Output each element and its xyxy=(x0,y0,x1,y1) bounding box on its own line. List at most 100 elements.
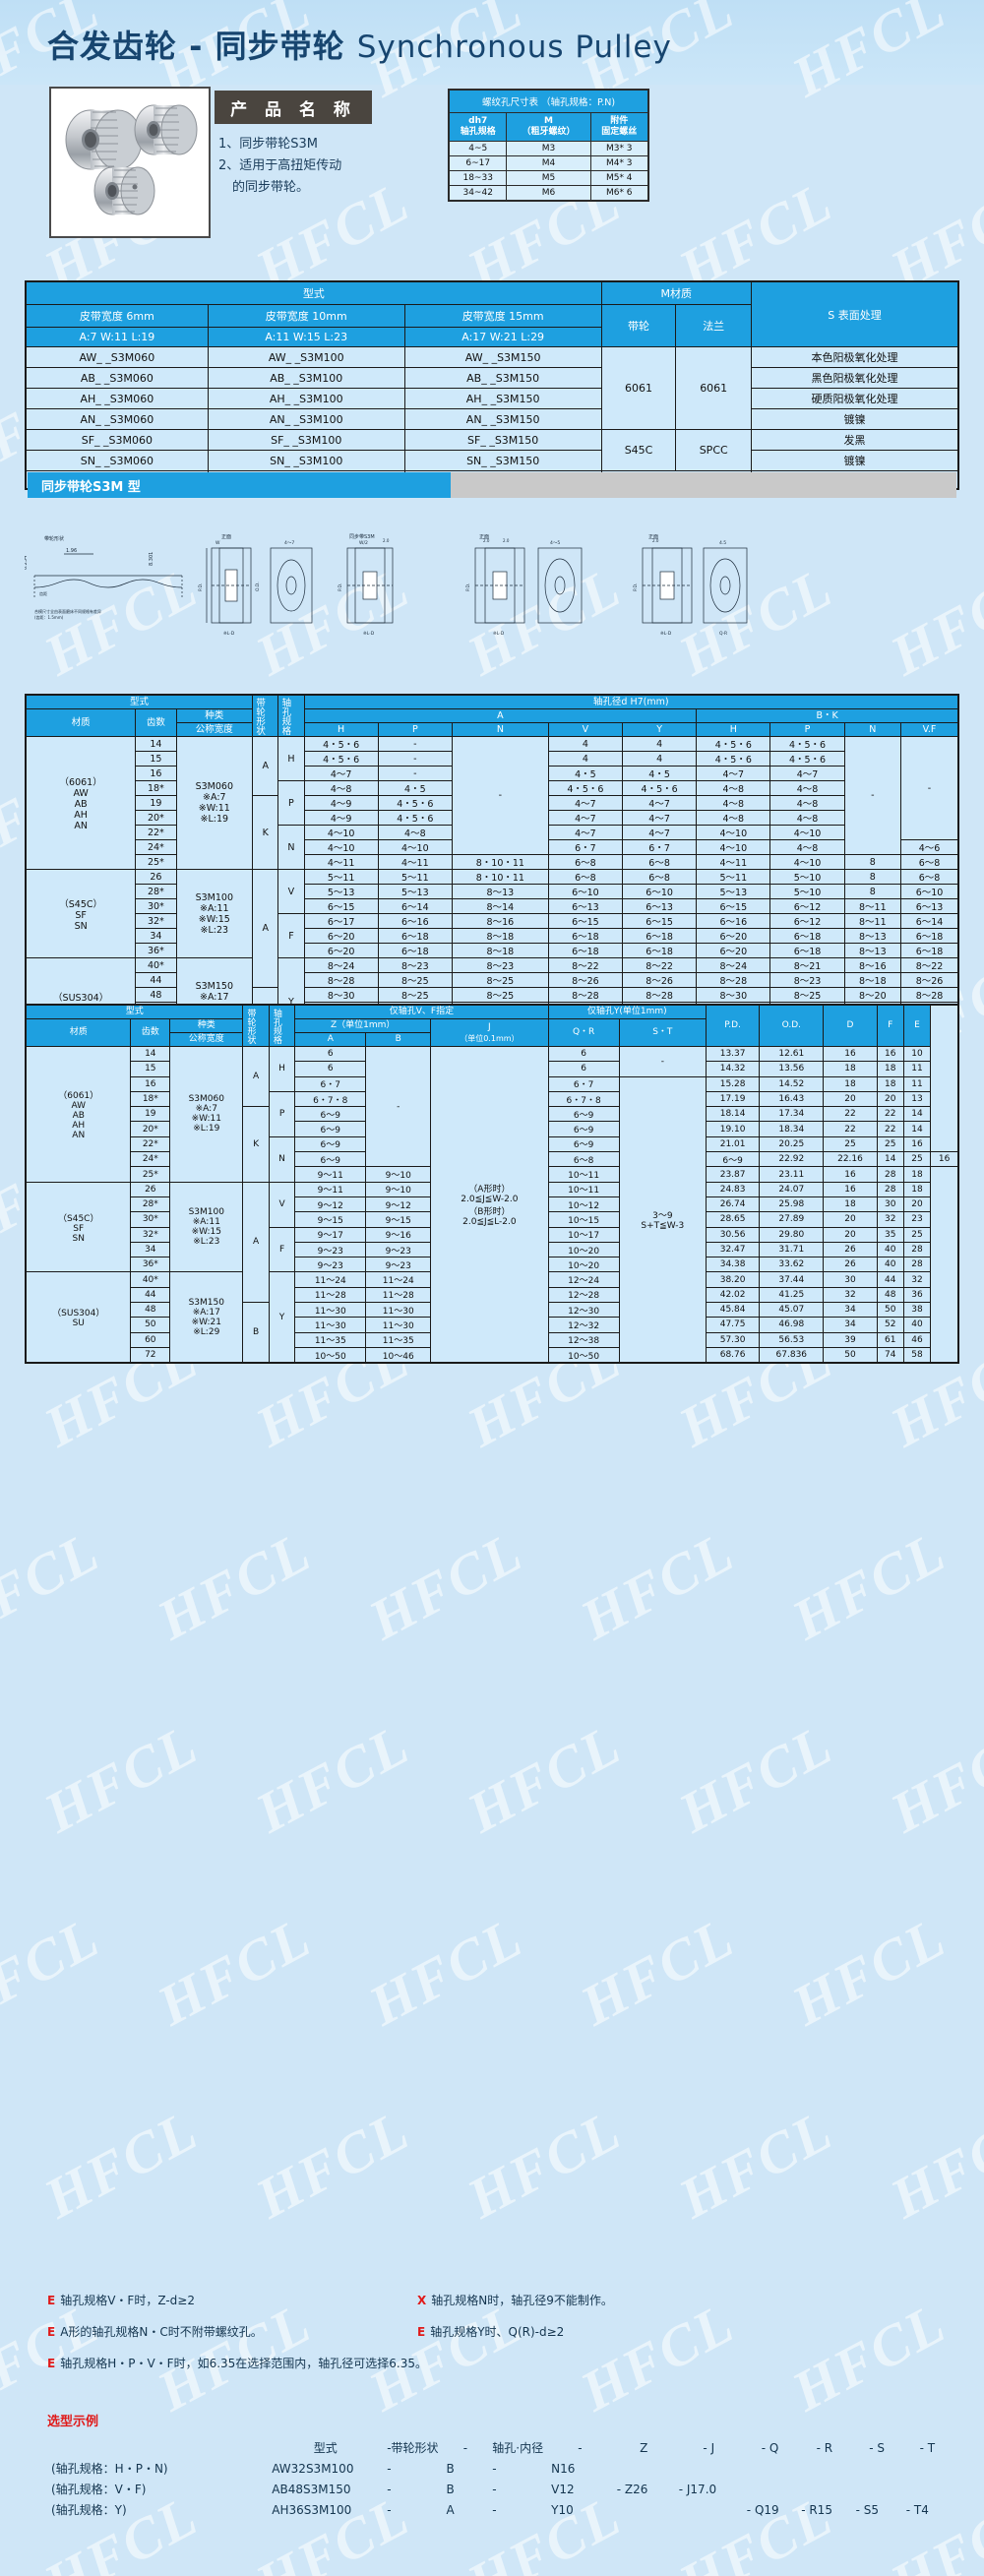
col-od: O.D. xyxy=(759,1004,825,1047)
bore-bk-vf: 6～8 xyxy=(900,854,959,870)
od-value: 13.56 xyxy=(759,1061,825,1077)
z-b: 11～30 xyxy=(365,1317,432,1333)
od-value: 27.89 xyxy=(759,1211,825,1228)
e-value: 18 xyxy=(902,1166,932,1183)
teeth-count: 16 xyxy=(130,1075,171,1092)
svg-text:1.96: 1.96 xyxy=(66,548,77,554)
z-a: 10～50 xyxy=(294,1346,367,1364)
watermark-text: HFCL xyxy=(358,1518,533,1653)
d-value: 14 xyxy=(876,1151,904,1168)
shape-group: K xyxy=(242,1106,270,1183)
material-flange: 6061 xyxy=(675,346,752,430)
bore-a-v: 4～7 xyxy=(547,810,624,826)
j-note: （A形时） 2.0≦J≦W-2.0 （B形时） 2.0≦J≦L-2.0 xyxy=(430,1046,549,1364)
page-title-cn: 合发齿轮 - 同步带轮 xyxy=(47,28,357,65)
e-value: 40 xyxy=(902,1317,932,1333)
group-bk: B・K xyxy=(696,708,959,723)
table-row: 60 11～35 11～35 12～38 57.30 56.53 39 61 46 xyxy=(26,1331,958,1348)
svg-text:O.D.: O.D. xyxy=(255,582,261,591)
selection-header-cell: - S xyxy=(869,2440,886,2455)
pd-value: 21.01 xyxy=(705,1135,761,1153)
bore-bk-p: 6～12 xyxy=(769,913,845,929)
bore-bk-p: 5～10 xyxy=(769,869,845,885)
bore-bk-h: 8～24 xyxy=(696,957,771,973)
teeth-count: 36* xyxy=(130,1257,171,1273)
bore-a-y: 6～18 xyxy=(621,928,698,944)
od-value: 37.44 xyxy=(759,1271,825,1288)
selection-header-cell: - xyxy=(462,2440,468,2455)
svg-text:4～5: 4～5 xyxy=(550,540,560,546)
z-b: 9～16 xyxy=(365,1226,432,1243)
e-value: 38 xyxy=(902,1302,932,1319)
table-cell: 4~5 xyxy=(448,141,508,156)
bore-a-y: 4 xyxy=(621,736,698,752)
d-value: 25 xyxy=(823,1135,878,1153)
svg-text:(齿距：1.5mm): (齿距：1.5mm) xyxy=(34,614,64,620)
st-dash: - xyxy=(618,1046,707,1077)
z-b: 9～10 xyxy=(365,1166,432,1183)
svg-text:Q·R: Q·R xyxy=(719,631,727,637)
od-value: 20.25 xyxy=(759,1135,825,1153)
spec-type-title: 型式 xyxy=(25,694,254,709)
drawing-svg: 带轮形状 1.96 0.254 8.301 齿距 合模尺寸全由表面磨床不同规格有… xyxy=(23,534,748,637)
watermark-text: HFCL xyxy=(570,1518,745,1653)
teeth-count: 15 xyxy=(130,1061,171,1077)
bore-a-p: - xyxy=(377,751,453,767)
selection-example: 选型示例 型式 -带轮形状 - 轴孔·内径 - Z - J - Q - R - S - T (轴孔规格… xyxy=(47,2411,953,2520)
watermark-text: HFCL xyxy=(781,1904,956,2039)
e-value: 28 xyxy=(902,1241,932,1258)
note-mark: E xyxy=(47,2294,56,2307)
bore-a-h: 6～15 xyxy=(303,898,379,914)
bore-bk-h: 8～28 xyxy=(696,972,771,988)
bore-bk-p: 5～10 xyxy=(769,884,845,899)
note-text: A形的轴孔规格N・C时不附带螺纹孔。 xyxy=(60,2325,263,2339)
od-value: 14.52 xyxy=(759,1075,825,1092)
bore-bk-h: 4・5・6 xyxy=(696,736,771,752)
type-title: 型式 xyxy=(25,280,602,305)
d-value: 30 xyxy=(823,1271,878,1288)
belt-width-header: 皮带宽度 6mm xyxy=(25,304,209,328)
bore-a-y: 4・5 xyxy=(621,766,698,781)
bore-bk-h: 4・5・6 xyxy=(696,751,771,767)
od-value: 18.34 xyxy=(759,1121,825,1137)
bore-a-n: 8～23 xyxy=(451,957,549,973)
teeth-count: 36* xyxy=(135,943,177,958)
selection-shape: B xyxy=(446,2461,455,2476)
table-row: 材质 齿数 种类 A B・K xyxy=(25,708,959,737)
pd-value: 45.84 xyxy=(705,1302,761,1319)
e-value: 14 xyxy=(902,1121,932,1137)
note-mark: E xyxy=(47,2325,56,2339)
model-code: AB_ _S3M060 xyxy=(25,367,209,389)
selection-q xyxy=(743,2458,797,2479)
z-b: 9～23 xyxy=(365,1241,432,1258)
teeth-count: 32* xyxy=(135,913,177,929)
bore-a-h: 5～11 xyxy=(303,869,379,885)
bore-bk-p: 4～8 xyxy=(769,795,845,811)
svg-text:合模尺寸全由表面磨床不同规格有差异: 合模尺寸全由表面磨床不同规格有差异 xyxy=(34,608,101,614)
table-cell: M5 xyxy=(506,170,591,186)
col-st: S・T xyxy=(618,1018,707,1047)
f-value: 25 xyxy=(902,1151,932,1168)
bore-bk-n: 8～18 xyxy=(843,972,902,988)
e-value: 32 xyxy=(902,1271,932,1288)
f-value: 52 xyxy=(876,1317,904,1333)
svg-text:2.0: 2.0 xyxy=(383,538,390,543)
borespec-group: V xyxy=(268,1181,296,1228)
svg-text:同步带S3M: 同步带S3M xyxy=(349,534,375,540)
table-row: 48B8～308～258～258～288～288～308～258～208～28 xyxy=(26,987,959,1048)
pd-value: 57.30 xyxy=(705,1331,761,1348)
teeth-count: 44 xyxy=(130,1286,171,1304)
bore-a-h: 4～10 xyxy=(303,839,379,855)
svg-text:正面: 正面 xyxy=(648,534,658,540)
bore-bk-vf: 6～18 xyxy=(900,928,959,944)
od-value: 46.98 xyxy=(759,1317,825,1333)
model-code: AH_ _S3M060 xyxy=(25,388,209,409)
selection-j: - J17.0 xyxy=(678,2482,717,2496)
bore-bk-vf: 8～26 xyxy=(900,972,959,988)
borespec-group: F xyxy=(277,913,305,958)
e-value: 18 xyxy=(902,1181,932,1197)
bore-bk-p: 4～7 xyxy=(769,766,845,781)
model-code: AN_ _S3M060 xyxy=(25,408,209,430)
e-value: 36 xyxy=(902,1286,932,1304)
borespec-group: H xyxy=(277,736,305,781)
